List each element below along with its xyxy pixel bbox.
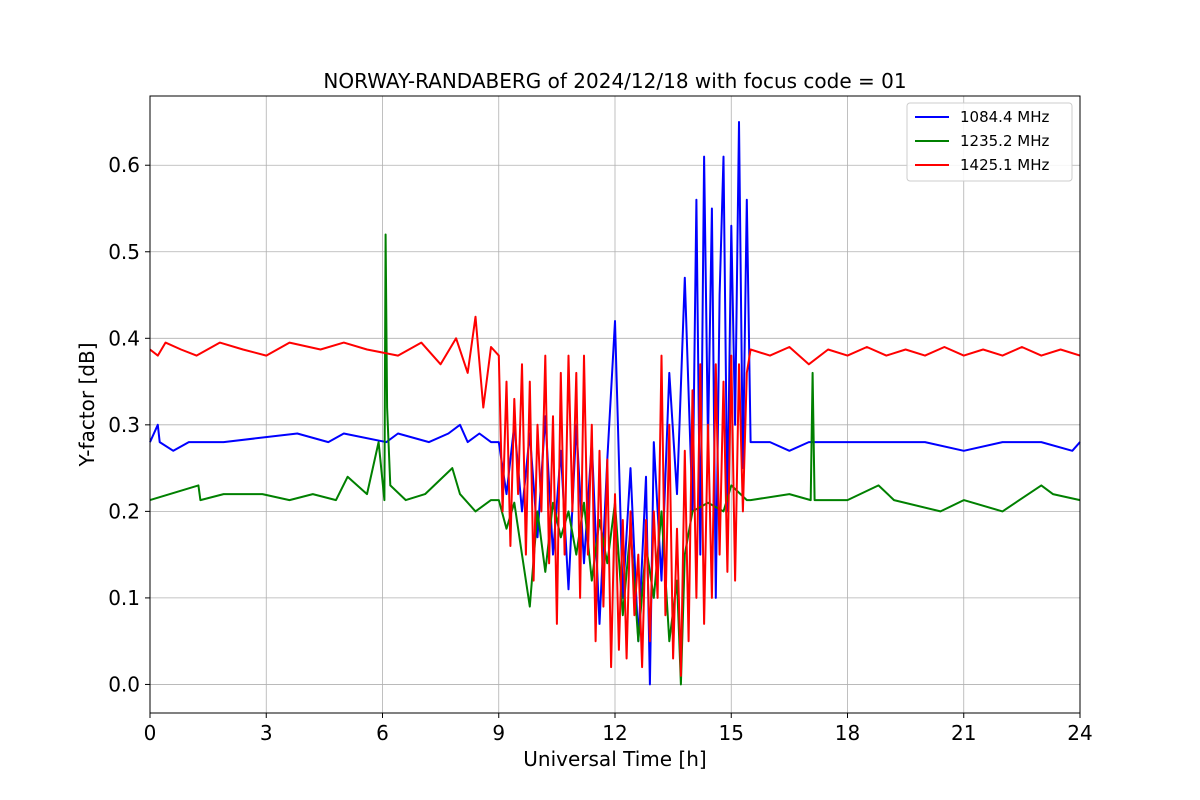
x-tick-label: 15 <box>719 721 744 745</box>
y-tick-label: 0.0 <box>108 672 140 696</box>
series-line-1 <box>149 121 1081 686</box>
legend-label: 1235.2 MHz <box>960 132 1049 150</box>
legend-label: 1425.1 MHz <box>960 156 1049 174</box>
y-tick-label: 0.1 <box>108 586 140 610</box>
y-tick-label: 0.3 <box>108 413 140 437</box>
x-tick-label: 24 <box>1067 721 1092 745</box>
y-axis-label: Y-factor [dB] <box>75 342 99 467</box>
y-tick-label: 0.2 <box>108 499 140 523</box>
x-tick-label: 3 <box>260 721 273 745</box>
chart-title: NORWAY-RANDABERG of 2024/12/18 with focu… <box>323 69 906 93</box>
series-line-3 <box>149 315 1081 677</box>
x-tick-label: 12 <box>602 721 627 745</box>
x-tick-label: 9 <box>492 721 505 745</box>
y-tick-label: 0.6 <box>108 153 140 177</box>
series-layer <box>149 121 1081 686</box>
y-axis-ticks: 0.0 0.1 0.2 0.3 0.4 0.5 0.6 <box>108 153 150 696</box>
series-line-2 <box>149 233 1081 686</box>
x-axis-label: Universal Time [h] <box>523 747 706 771</box>
y-tick-label: 0.4 <box>108 326 140 350</box>
legend: 1084.4 MHz 1235.2 MHz 1425.1 MHz <box>906 102 1073 182</box>
x-tick-label: 21 <box>951 721 976 745</box>
x-tick-label: 0 <box>144 721 157 745</box>
x-tick-label: 6 <box>376 721 389 745</box>
y-tick-label: 0.5 <box>108 240 140 264</box>
x-tick-label: 18 <box>835 721 860 745</box>
legend-box <box>906 102 1073 182</box>
x-axis-ticks: 0 3 6 9 12 15 18 21 24 <box>144 713 1093 745</box>
legend-label: 1084.4 MHz <box>960 108 1049 126</box>
